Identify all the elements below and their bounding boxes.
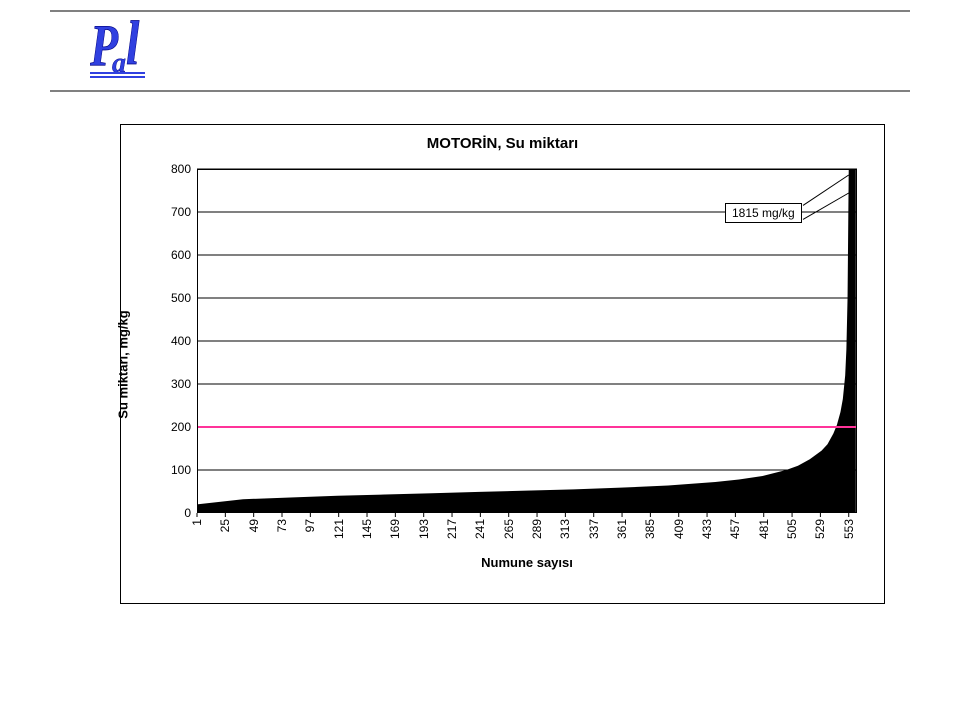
x-tick-label: 433: [700, 519, 714, 539]
y-tick-label: 100: [171, 463, 191, 477]
chart-container: MOTORİN, Su miktarı Su miktarı, mg/kg 18…: [120, 124, 885, 604]
header-rule-bottom: [50, 90, 910, 92]
y-tick-label: 700: [171, 205, 191, 219]
x-tick-label: 385: [643, 519, 657, 539]
x-tick-label: 145: [360, 519, 374, 539]
y-tick-label: 600: [171, 248, 191, 262]
y-tick-label: 800: [171, 162, 191, 176]
chart-title: MOTORİN, Su miktarı: [121, 135, 884, 152]
x-tick-label: 25: [218, 519, 232, 532]
x-tick-label: 169: [388, 519, 402, 539]
x-tick-label: 217: [445, 519, 459, 539]
x-tick-label: 241: [473, 519, 487, 539]
x-tick-label: 409: [672, 519, 686, 539]
x-tick-label: 97: [303, 519, 317, 532]
y-tick-label: 400: [171, 334, 191, 348]
y-axis-label: Su miktarı, mg/kg: [103, 125, 143, 603]
plot-area: 1815 mg/kg 01002003004005006007008001254…: [197, 169, 857, 513]
y-tick-label: 200: [171, 420, 191, 434]
x-tick-label: 481: [757, 519, 771, 539]
x-tick-label: 553: [842, 519, 856, 539]
header-rule-top: [50, 10, 910, 12]
slide-logo: P a l: [90, 20, 150, 88]
x-tick-label: 73: [275, 519, 289, 532]
x-axis-label: Numune sayısı: [197, 555, 857, 570]
x-tick-label: 505: [785, 519, 799, 539]
callout-label: 1815 mg/kg: [725, 203, 802, 223]
x-tick-label: 49: [247, 519, 261, 532]
y-tick-label: 500: [171, 291, 191, 305]
x-tick-label: 361: [615, 519, 629, 539]
x-tick-label: 313: [558, 519, 572, 539]
svg-text:l: l: [126, 20, 140, 79]
y-tick-label: 300: [171, 377, 191, 391]
x-tick-label: 529: [813, 519, 827, 539]
x-tick-label: 193: [417, 519, 431, 539]
x-tick-label: 289: [530, 519, 544, 539]
x-tick-label: 1: [190, 519, 204, 526]
svg-text:a: a: [112, 48, 126, 79]
x-tick-label: 457: [728, 519, 742, 539]
x-tick-label: 265: [502, 519, 516, 539]
x-tick-label: 121: [332, 519, 346, 539]
x-tick-label: 337: [587, 519, 601, 539]
